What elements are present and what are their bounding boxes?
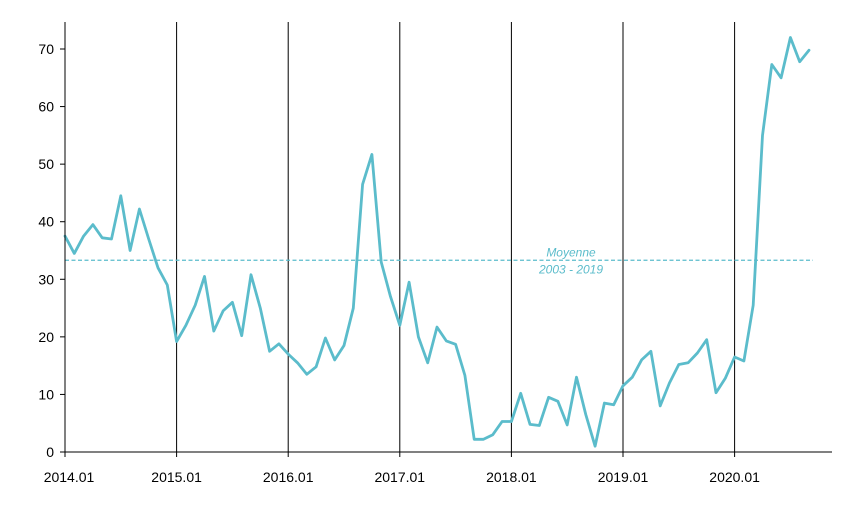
y-tick-label-10: 10 — [38, 386, 54, 402]
vertical-grid-lines — [176, 22, 736, 452]
reference-label-line1: Moyenne — [546, 245, 596, 259]
y-axis-ticks: 0 10 20 30 40 50 60 70 — [38, 41, 65, 460]
x-tick-label-2020.01: 2020.01 — [709, 469, 760, 485]
y-tick-label-40: 40 — [38, 214, 54, 230]
y-tick-label-50: 50 — [38, 156, 54, 172]
x-axis-ticks: 2014.01 2015.01 2016.01 2017.01 2018.01 2019.… — [44, 452, 760, 485]
axes — [60, 22, 832, 453]
x-tick-label-2017.01: 2017.01 — [374, 469, 425, 485]
x-tick-label-2016.01: 2016.01 — [263, 469, 314, 485]
x-tick-label-2014.01: 2014.01 — [44, 469, 95, 485]
x-tick-label-2019.01: 2019.01 — [598, 469, 649, 485]
y-tick-label-20: 20 — [38, 329, 54, 345]
y-tick-label-70: 70 — [38, 41, 54, 57]
reference-average-line-group: Moyenne 2003 - 2019 — [65, 245, 813, 276]
x-tick-label-2018.01: 2018.01 — [486, 469, 537, 485]
series-line — [63, 36, 811, 448]
x-tick-label-2015.01: 2015.01 — [151, 469, 202, 485]
y-tick-label-0: 0 — [46, 444, 54, 460]
y-tick-label-60: 60 — [38, 99, 54, 115]
y-tick-label-30: 30 — [38, 271, 54, 287]
reference-label-line2: 2003 - 2019 — [538, 262, 603, 276]
